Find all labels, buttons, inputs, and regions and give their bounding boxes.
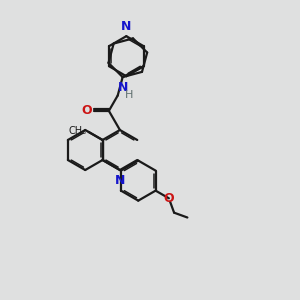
Text: O: O [82, 104, 92, 117]
Text: N: N [121, 20, 131, 33]
Text: O: O [164, 192, 174, 205]
Text: CH₃: CH₃ [68, 126, 86, 136]
Text: N: N [118, 81, 129, 94]
Text: H: H [125, 90, 134, 100]
Text: N: N [115, 174, 126, 187]
